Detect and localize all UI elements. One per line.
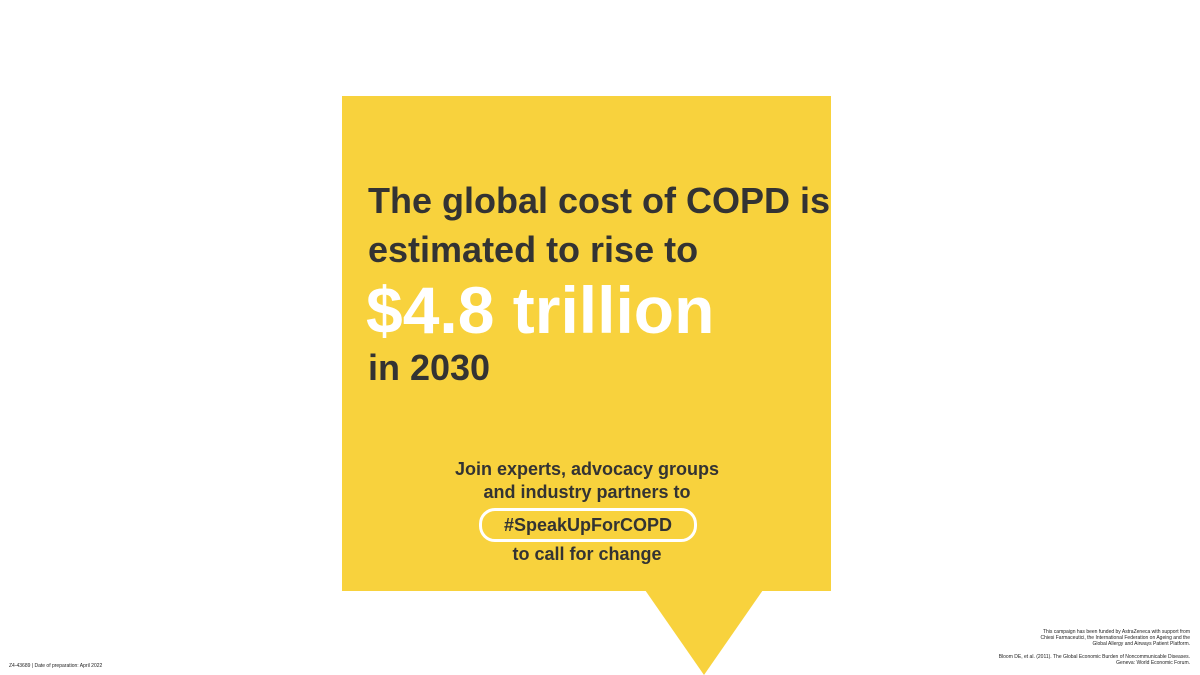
hashtag-pill: #SpeakUpForCOPD	[479, 508, 697, 542]
year-text: in 2030	[368, 347, 491, 388]
headline-line-1: The global cost of COPD is	[368, 180, 831, 221]
reference-line-2: Geneva: World Economic Forum.	[1116, 660, 1190, 666]
cta-line-3: to call for change	[512, 544, 662, 564]
cta-line-1: Join experts, advocacy groups	[454, 459, 720, 479]
headline: The global cost of COPD is estimated to …	[368, 176, 831, 274]
footer-spacer	[950, 647, 1190, 654]
document-code: Z4-43689 | Date of preparation: April 20…	[9, 663, 103, 669]
funding-line-2: Chiesi Farmaceutici, the International F…	[1040, 635, 1190, 641]
headline-line-2: estimated to rise to	[368, 229, 699, 270]
footer-notes: This campaign has been funded by AstraZe…	[950, 629, 1190, 666]
funding-line-3: Global Allergy and Airways Patient Platf…	[1092, 641, 1190, 647]
reference-line-1: Bloom DE, et al. (2011). The Global Econ…	[998, 654, 1190, 660]
funding-line-1: This campaign has been funded by AstraZe…	[1042, 629, 1190, 635]
cta-line-2: and industry partners to	[483, 482, 691, 502]
cost-figure: $4.8 trillion	[366, 273, 715, 347]
call-to-action: Join experts, advocacy groups and indust…	[442, 458, 732, 504]
speech-bubble-tail	[645, 590, 763, 675]
